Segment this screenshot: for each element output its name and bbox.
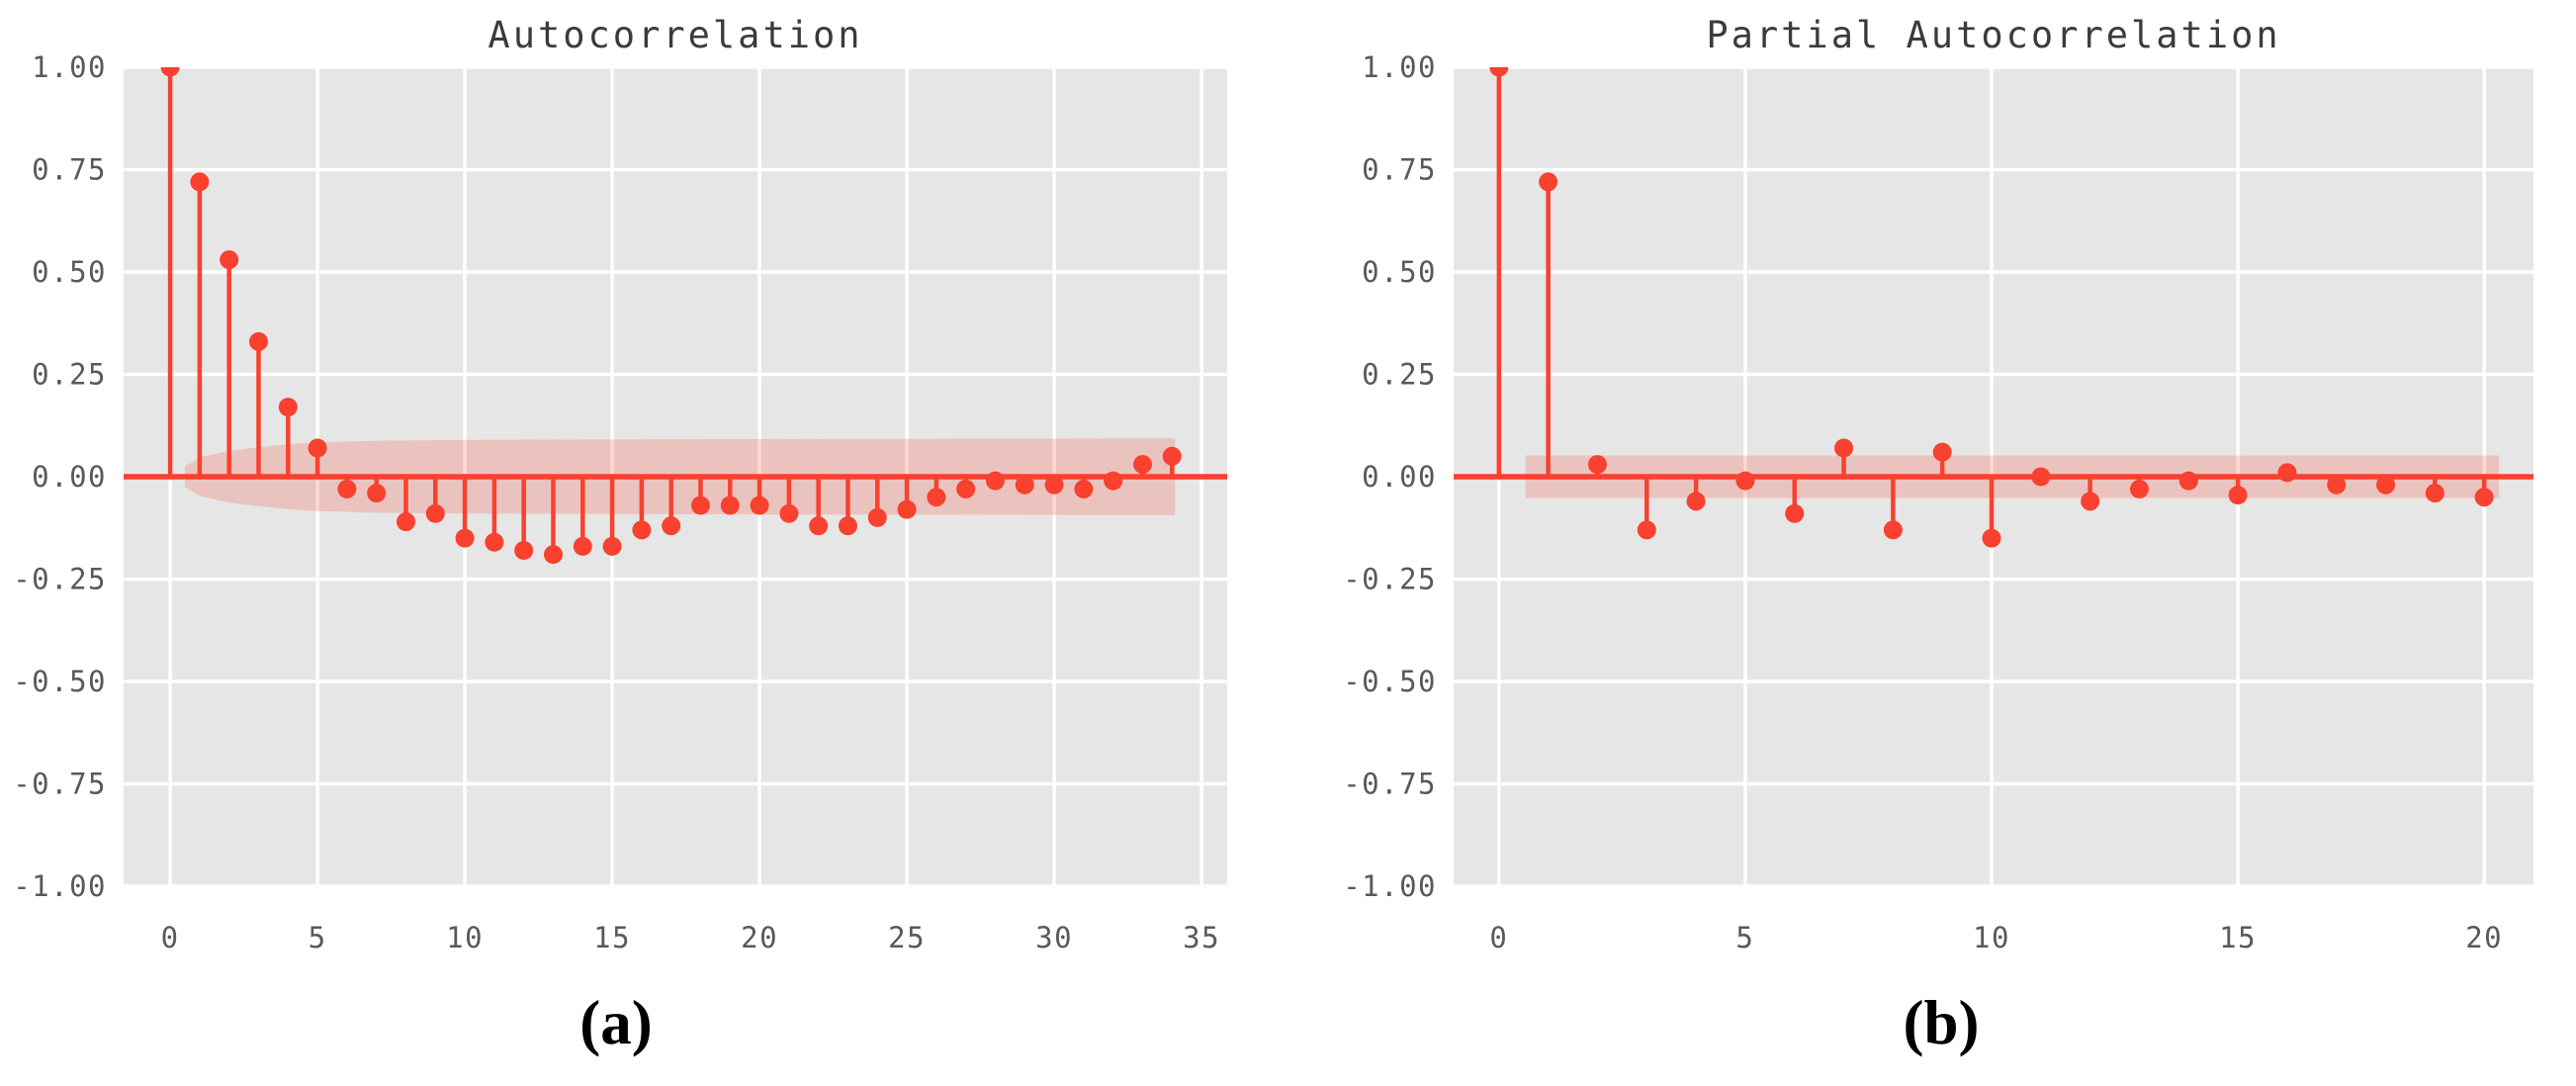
point-lag-2	[1587, 455, 1607, 475]
point-lag-5	[1735, 471, 1755, 491]
x-tick-label: 15	[2219, 921, 2257, 954]
y-tick-label: -0.75	[13, 768, 107, 801]
point-lag-20	[750, 496, 769, 515]
point-lag-16	[632, 520, 652, 540]
subfigure-label-a: (a)	[579, 988, 653, 1057]
point-lag-9	[425, 503, 445, 523]
point-lag-7	[367, 484, 387, 503]
point-lag-15	[2228, 486, 2248, 505]
point-lag-27	[956, 479, 976, 498]
x-tick-label: 0	[161, 921, 180, 954]
marker-layer	[1489, 67, 2494, 548]
point-lag-3	[248, 331, 268, 351]
point-lag-1	[1539, 172, 1558, 192]
y-tick-label: 0.25	[32, 358, 107, 392]
y-tick-label: -0.50	[1343, 665, 1437, 698]
x-tick-label: 35	[1183, 921, 1220, 954]
point-lag-9	[1932, 442, 1952, 462]
subfigure-label-b: (b)	[1903, 988, 1980, 1057]
point-lag-34	[1162, 446, 1182, 466]
y-tick-label: 1.00	[1362, 50, 1437, 84]
point-lag-28	[985, 471, 1005, 491]
y-tick-label: 0.00	[32, 460, 107, 494]
point-lag-1	[190, 172, 210, 192]
y-tick-label: -1.00	[13, 869, 107, 903]
point-lag-32	[1104, 471, 1123, 491]
point-lag-22	[809, 516, 829, 536]
acf-chart: 0 5 10 15 20 25 30 35 1.00 0.75 0.50 0.25 0.00 -0.25 -…	[13, 14, 1227, 954]
point-lag-8	[396, 512, 415, 532]
point-lag-7	[1834, 438, 1854, 458]
y-tick-label: 0.75	[32, 153, 107, 187]
x-tick-label: 30	[1035, 921, 1073, 954]
marker-layer	[160, 67, 1182, 565]
x-tick-label: 25	[888, 921, 926, 954]
y-tick-label: 0.00	[1362, 460, 1437, 494]
y-tick-label: -0.50	[13, 665, 107, 698]
point-lag-23	[838, 516, 857, 536]
point-lag-19	[2425, 484, 2444, 503]
point-lag-12	[514, 541, 534, 561]
point-lag-18	[690, 496, 710, 515]
point-lag-14	[2178, 471, 2198, 491]
x-tick-label: 20	[2465, 921, 2503, 954]
point-lag-6	[1785, 503, 1805, 523]
point-lag-17	[662, 516, 681, 536]
point-lag-29	[1015, 475, 1034, 495]
point-lag-15	[602, 536, 622, 556]
point-lag-33	[1132, 455, 1152, 475]
y-tick-label: 0.50	[1362, 255, 1437, 289]
y-tick-label: 0.75	[1362, 153, 1437, 187]
point-lag-3	[1637, 520, 1656, 540]
x-tick-label: 10	[446, 921, 484, 954]
point-lag-4	[1686, 492, 1706, 511]
acf-plot-area: 0 5 10 15 20 25 30 35 1.00 0.75 0.50 0.25 0.00 -0.25 -…	[13, 50, 1227, 954]
y-tick-label: -0.75	[1343, 768, 1437, 801]
pacf-chart: 0 5 10 15 20 1.00 0.75 0.50 0.25 0.00 -0.25 -0.50 -0…	[1343, 14, 2533, 954]
point-lag-5	[308, 438, 327, 458]
y-tick-label: 0.25	[1362, 358, 1437, 392]
point-lag-11	[2031, 467, 2051, 487]
point-lag-11	[485, 532, 504, 552]
x-tick-label: 20	[741, 921, 778, 954]
point-lag-4	[278, 398, 298, 417]
point-lag-0	[1489, 67, 1509, 77]
point-lag-8	[1883, 520, 1903, 540]
y-tick-label: -0.25	[1343, 563, 1437, 596]
y-tick-label: 1.00	[32, 50, 107, 84]
point-lag-26	[927, 488, 946, 507]
point-lag-19	[720, 496, 740, 515]
acf-title: Autocorrelation	[488, 14, 862, 56]
point-lag-14	[573, 536, 592, 556]
point-lag-30	[1044, 475, 1064, 495]
point-lag-21	[779, 503, 799, 523]
y-tick-label: -1.00	[1343, 869, 1437, 903]
pacf-plot-area: 0 5 10 15 20 1.00 0.75 0.50 0.25 0.00 -0.25 -0.50 -0…	[1343, 50, 2533, 954]
point-lag-12	[2081, 492, 2100, 511]
x-tick-label: 0	[1489, 921, 1508, 954]
point-lag-6	[337, 479, 357, 498]
point-lag-20	[2474, 488, 2494, 507]
y-tick-label: -0.25	[13, 563, 107, 596]
x-tick-label: 10	[1973, 921, 2010, 954]
x-tick-label: 5	[309, 921, 327, 954]
point-lag-17	[2327, 475, 2347, 495]
point-lag-25	[897, 499, 917, 519]
point-lag-10	[1982, 528, 2001, 548]
point-lag-18	[2376, 475, 2396, 495]
x-tick-label: 5	[1735, 921, 1754, 954]
point-lag-13	[543, 545, 563, 565]
point-lag-31	[1074, 479, 1094, 498]
point-lag-0	[160, 67, 180, 77]
y-tick-label: 0.50	[32, 255, 107, 289]
point-lag-13	[2129, 479, 2149, 498]
pacf-title: Partial Autocorrelation	[1706, 14, 2280, 56]
point-lag-24	[867, 507, 887, 527]
x-tick-label: 15	[593, 921, 631, 954]
point-lag-2	[220, 250, 239, 270]
point-lag-16	[2277, 463, 2297, 483]
point-lag-10	[455, 528, 475, 548]
